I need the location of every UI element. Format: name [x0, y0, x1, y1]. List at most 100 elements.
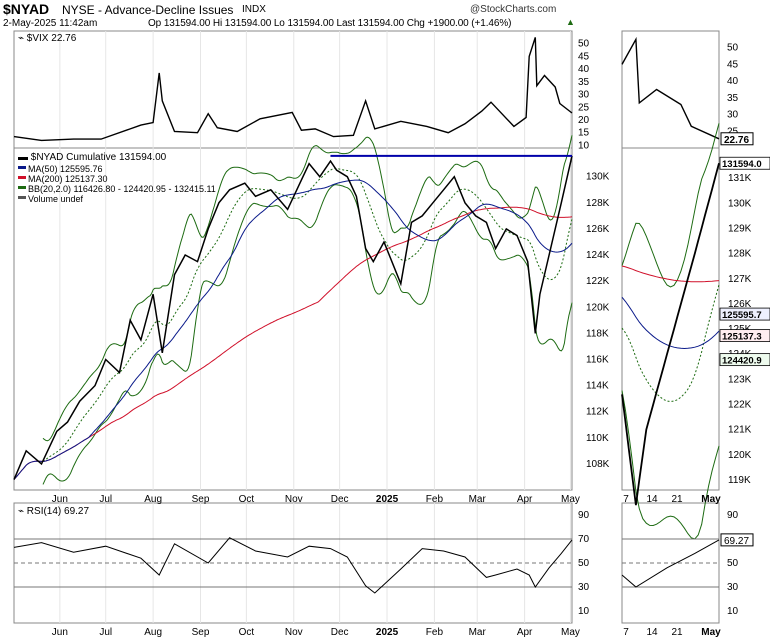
vix-y-tick-label: 20 — [578, 115, 590, 126]
x-axis-label: Aug — [144, 494, 162, 505]
chart-symbol: $NYAD — [3, 1, 50, 17]
vix-y-tick-label: 15 — [578, 128, 590, 139]
zoom-nyad-tick-label: 126K — [728, 299, 752, 310]
ma50-line — [13, 179, 573, 480]
zoom-ma200-value-label-box — [719, 329, 770, 343]
legend-swatch — [18, 166, 26, 169]
nyad-y-tick-label: 108K — [586, 459, 610, 470]
zoom-vix-line — [621, 36, 720, 140]
x-axis-label: Aug — [144, 627, 162, 638]
rsi-line — [13, 537, 573, 594]
zoom-vix-tick-label: 35 — [727, 93, 739, 104]
zoom-vix-tick-label: 50 — [727, 43, 739, 54]
zoom-vix-tick-label: 45 — [727, 59, 739, 70]
x-axis-label: Apr — [517, 627, 533, 638]
zoom-x-axis-label: 7 — [623, 494, 629, 505]
x-axis-label: Mar — [469, 627, 487, 638]
chart-exchange: INDX — [242, 4, 266, 15]
x-axis-label: Oct — [239, 627, 255, 638]
x-axis-label: Feb — [426, 627, 444, 638]
legend-swatch — [18, 176, 26, 179]
zoom-x-axis-label: May — [701, 627, 721, 638]
zoom-x-axis-label: 7 — [623, 627, 629, 638]
x-axis-label: Oct — [239, 494, 255, 505]
x-axis-label: Jun — [52, 627, 68, 638]
x-axis-label: Mar — [469, 494, 487, 505]
zoom-nyad-tick-label: 129K — [728, 223, 752, 234]
x-axis-label: Sep — [192, 627, 210, 638]
chart-date: 2-May-2025 11:42am — [3, 18, 98, 29]
zoom-nyad-tick-label: 122K — [728, 400, 752, 411]
zoom-nyad-tick-label: 121K — [728, 425, 752, 436]
zoom-bb-value-label-box — [719, 353, 770, 367]
zoom-rsi-tick-label: 90 — [727, 510, 739, 521]
nyad-y-tick-label: 124K — [586, 250, 610, 261]
x-axis-label: 2025 — [376, 494, 399, 505]
legend-label: MA(50) 125595.76 — [28, 164, 103, 174]
x-axis-label: Dec — [331, 494, 349, 505]
zoom-ma50-value-label: 125595.7 — [722, 310, 762, 321]
x-axis-label: 2025 — [376, 627, 399, 638]
vix-title: ⌁ $VIX 22.76 — [18, 33, 77, 44]
ma200-line — [13, 206, 573, 480]
zoom-x-axis-label: 14 — [646, 494, 658, 505]
zoom-nyad-panel-frame — [621, 147, 720, 491]
nyad-title: ▬ $NYAD Cumulative 131594.00 — [18, 152, 167, 163]
zoom-vix-tick-label: 40 — [727, 76, 739, 87]
legend-swatch — [18, 196, 26, 199]
zoom-nyad-tick-label: 123K — [728, 374, 752, 385]
vix-y-tick-label: 25 — [578, 102, 590, 113]
rsi-y-tick-label: 50 — [578, 558, 590, 569]
nyad-y-tick-label: 120K — [586, 302, 610, 313]
chart-description: NYSE - Advance-Decline Issues — [62, 3, 234, 17]
rsi-y-tick-label: 30 — [578, 582, 590, 593]
zoom-nyad-tick-label: 120K — [728, 450, 752, 461]
zoom-vix-tick-label: 25 — [727, 126, 739, 137]
zoom-nyad-tick-label: 128K — [728, 249, 752, 260]
zoom-x-axis-label: 21 — [671, 494, 683, 505]
x-axis-label: Nov — [285, 627, 303, 638]
zoom-x-axis-label: 21 — [671, 627, 683, 638]
zoom-rsi-tick-label: 10 — [727, 606, 739, 617]
zoom-x-axis-label: 14 — [646, 627, 658, 638]
x-axis-label: Feb — [426, 494, 444, 505]
nyad-panel-frame — [13, 147, 573, 491]
zoom-ma200-line — [621, 265, 720, 283]
x-axis-label: Jul — [99, 494, 112, 505]
zoom-rsi-tick-label: 50 — [727, 558, 739, 569]
zoom-ma50-line — [621, 296, 720, 350]
zoom-bb-lower-line — [621, 390, 720, 540]
zoom-vix-tick-label: 30 — [727, 110, 739, 121]
rsi-panel-frame — [13, 502, 573, 624]
nyad-price-line — [13, 155, 573, 480]
vix-line — [13, 37, 573, 142]
change-up-icon: ▲ — [566, 17, 575, 27]
nyad-y-tick-label: 128K — [586, 198, 610, 209]
bb-lower-line — [42, 184, 573, 485]
zoom-last-price-label: 131594.0 — [722, 159, 762, 170]
zoom-x-axis-label: May — [701, 494, 721, 505]
zoom-nyad-tick-label: 119K — [728, 475, 751, 486]
zoom-bb-value-label: 124420.9 — [722, 356, 762, 367]
zoom-rsi-value-label: 69.27 — [724, 536, 749, 547]
vix-y-tick-label: 30 — [578, 90, 590, 101]
nyad-y-tick-label: 116K — [586, 354, 609, 365]
rsi-title: ⌁ RSI(14) 69.27 — [18, 506, 89, 517]
x-axis-label: Dec — [331, 627, 349, 638]
zoom-ma200-value-label: 125137.3 — [722, 332, 762, 343]
x-axis-label: Jul — [99, 627, 112, 638]
zoom-rsi-line — [621, 539, 720, 588]
rsi-y-tick-label: 90 — [578, 510, 590, 521]
nyad-y-tick-label: 122K — [586, 276, 610, 287]
nyad-y-tick-label: 112K — [586, 407, 609, 418]
x-axis-label: Sep — [192, 494, 210, 505]
rsi-y-tick-label: 70 — [578, 534, 590, 545]
x-axis-label: Apr — [517, 494, 533, 505]
zoom-nyad-tick-label: 127K — [728, 274, 752, 285]
zoom-rsi-tick-label: 30 — [727, 582, 739, 593]
vix-y-tick-label: 40 — [578, 64, 590, 75]
legend-swatch — [18, 186, 26, 189]
nyad-y-tick-label: 114K — [586, 381, 609, 392]
zoom-bb-upper-line — [621, 123, 720, 288]
